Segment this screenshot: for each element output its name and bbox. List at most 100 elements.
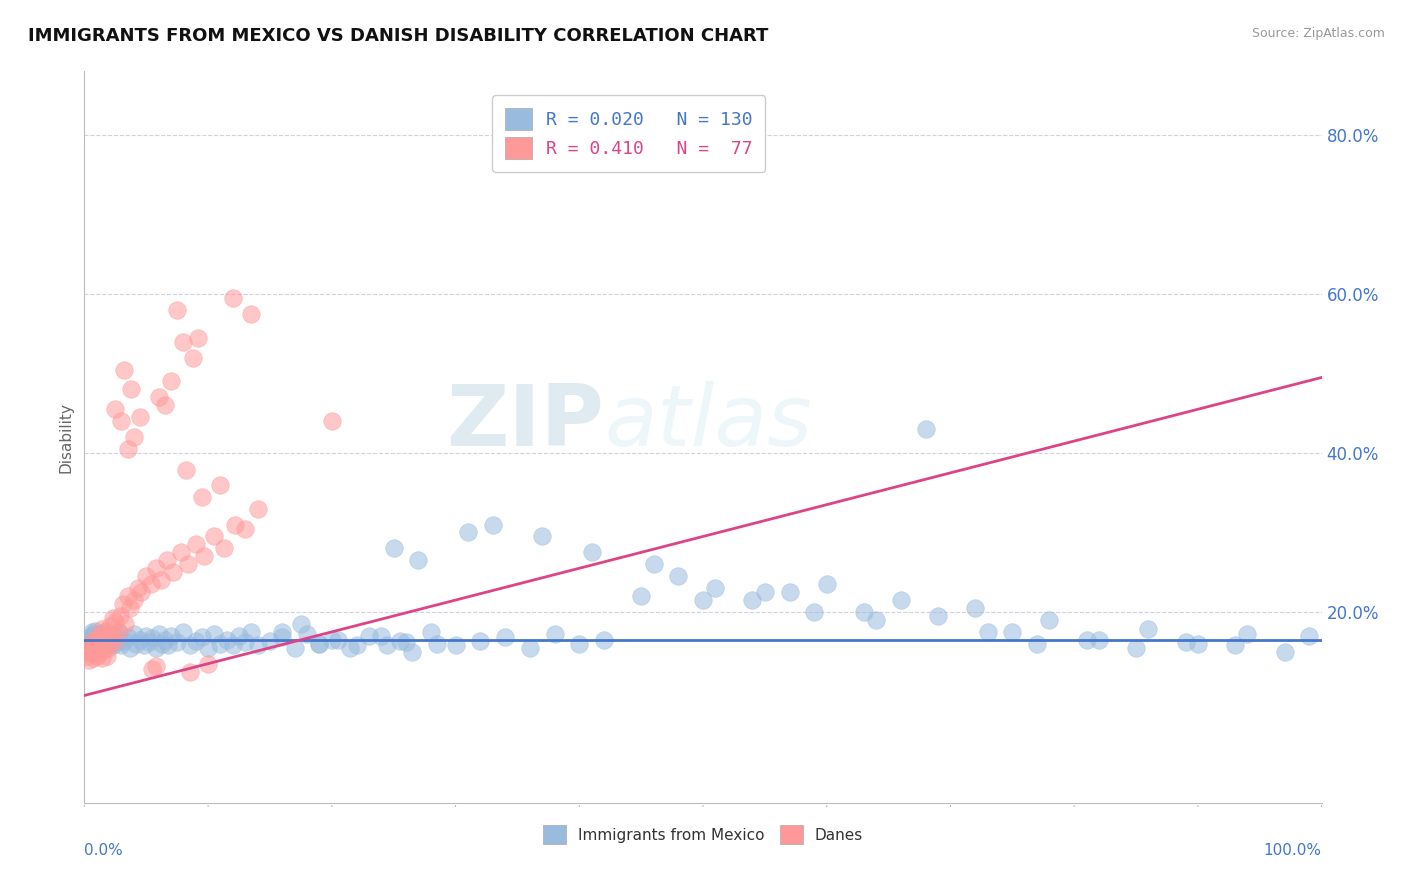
Point — [112, 634, 135, 648]
Point — [197, 657, 219, 671]
Point — [1137, 623, 1160, 637]
Point — [1038, 613, 1060, 627]
Point — [80, 635, 103, 649]
Point — [290, 616, 312, 631]
Point — [138, 635, 160, 649]
Point — [1174, 635, 1197, 649]
Point — [104, 629, 127, 643]
Point — [129, 585, 152, 599]
Point — [79, 639, 101, 653]
Point — [87, 640, 110, 655]
Point — [108, 624, 131, 639]
Point — [150, 637, 173, 651]
Point — [1187, 637, 1209, 651]
Point — [741, 593, 763, 607]
Point — [87, 629, 110, 643]
Y-axis label: Disability: Disability — [58, 401, 73, 473]
Point — [100, 627, 122, 641]
Point — [865, 613, 887, 627]
Legend: Immigrants from Mexico, Danes: Immigrants from Mexico, Danes — [537, 819, 869, 850]
Text: 0.0%: 0.0% — [84, 843, 124, 858]
Point — [172, 624, 194, 639]
Point — [84, 624, 107, 638]
Point — [150, 573, 173, 587]
Point — [84, 643, 107, 657]
Text: IMMIGRANTS FROM MEXICO VS DANISH DISABILITY CORRELATION CHART: IMMIGRANTS FROM MEXICO VS DANISH DISABIL… — [28, 27, 769, 45]
Point — [666, 569, 689, 583]
Text: Source: ZipAtlas.com: Source: ZipAtlas.com — [1251, 27, 1385, 40]
Point — [419, 624, 441, 639]
Point — [228, 629, 250, 643]
Point — [271, 624, 294, 639]
Point — [1076, 632, 1098, 647]
Text: ZIP: ZIP — [446, 381, 605, 464]
Point — [120, 383, 142, 397]
Point — [179, 665, 201, 679]
Point — [179, 639, 201, 653]
Point — [177, 558, 200, 572]
Point — [184, 537, 207, 551]
Point — [89, 635, 111, 649]
Point — [117, 589, 139, 603]
Point — [125, 637, 148, 651]
Point — [377, 639, 399, 653]
Point — [581, 545, 603, 559]
Point — [202, 529, 225, 543]
Point — [240, 624, 263, 639]
Point — [643, 558, 665, 572]
Point — [94, 624, 117, 639]
Point — [815, 577, 838, 591]
Point — [157, 639, 180, 653]
Point — [83, 632, 105, 647]
Point — [401, 645, 423, 659]
Point — [135, 569, 157, 583]
Point — [98, 639, 121, 653]
Point — [110, 414, 132, 428]
Point — [965, 601, 987, 615]
Point — [83, 641, 105, 656]
Point — [127, 581, 149, 595]
Point — [193, 549, 215, 564]
Point — [97, 640, 120, 655]
Point — [357, 629, 380, 643]
Point — [75, 634, 97, 648]
Point — [346, 639, 368, 653]
Point — [110, 639, 132, 653]
Point — [91, 635, 114, 649]
Point — [568, 637, 591, 651]
Point — [89, 646, 111, 660]
Point — [976, 624, 998, 639]
Point — [481, 517, 503, 532]
Point — [112, 362, 135, 376]
Point — [1088, 632, 1111, 647]
Point — [444, 639, 467, 653]
Point — [382, 541, 405, 556]
Point — [470, 634, 492, 648]
Point — [83, 627, 105, 641]
Point — [321, 632, 343, 647]
Point — [101, 639, 124, 653]
Point — [191, 631, 214, 645]
Point — [82, 651, 104, 665]
Point — [86, 648, 108, 663]
Point — [1223, 639, 1246, 653]
Point — [132, 639, 155, 653]
Point — [630, 589, 652, 603]
Point — [1298, 629, 1320, 643]
Point — [94, 634, 117, 648]
Point — [519, 640, 541, 655]
Point — [1236, 627, 1258, 641]
Point — [1001, 624, 1024, 639]
Point — [1026, 637, 1049, 651]
Point — [148, 627, 170, 641]
Point — [89, 629, 111, 643]
Point — [141, 632, 163, 646]
Point — [170, 545, 193, 559]
Point — [90, 623, 112, 637]
Text: atlas: atlas — [605, 381, 813, 464]
Point — [98, 637, 121, 651]
Point — [100, 632, 122, 647]
Point — [98, 619, 121, 633]
Point — [1125, 640, 1147, 655]
Point — [153, 398, 176, 412]
